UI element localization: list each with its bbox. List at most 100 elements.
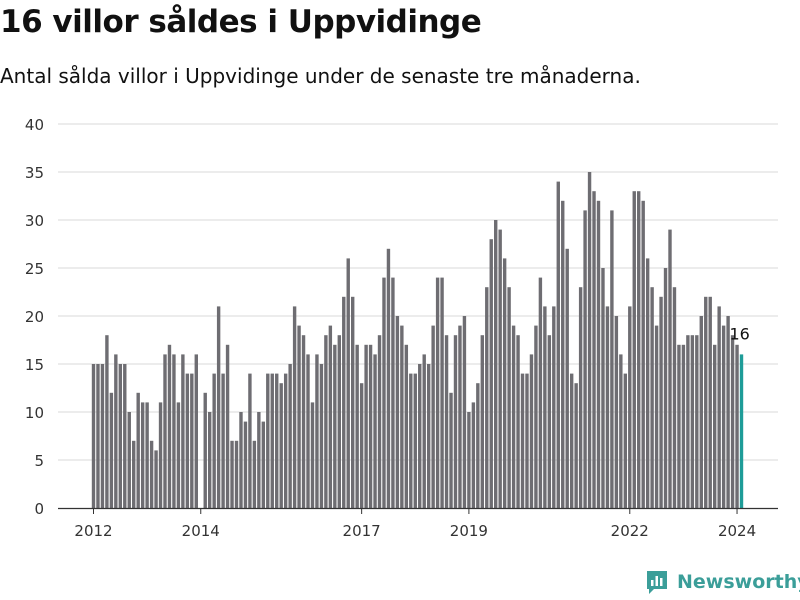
bar [127, 412, 131, 508]
bar [359, 383, 364, 508]
bar [176, 402, 181, 508]
brand-name: Newsworthy [677, 571, 800, 593]
bar [96, 364, 100, 508]
bar [628, 306, 632, 508]
bar [297, 325, 301, 508]
bar [435, 277, 440, 508]
bar [458, 325, 462, 508]
bar [583, 210, 587, 508]
bar [525, 373, 529, 508]
bar [426, 364, 431, 508]
bar [614, 316, 619, 508]
bar [543, 306, 547, 508]
bar [216, 306, 221, 508]
bar [498, 229, 502, 508]
bar [114, 354, 118, 508]
y-tick-label: 15 [25, 356, 44, 374]
bar [516, 335, 520, 508]
bar [650, 287, 654, 508]
bar [109, 392, 114, 508]
bar [413, 373, 417, 508]
bar [288, 364, 292, 508]
y-tick-label: 40 [25, 116, 44, 134]
newsworthy-logo-icon [647, 571, 667, 594]
bar [395, 316, 400, 508]
value-annotation: 16 [730, 324, 750, 343]
bar [243, 421, 248, 508]
bar [587, 172, 592, 508]
bar [158, 402, 163, 508]
bar [355, 344, 359, 508]
bar [292, 306, 297, 508]
bar [467, 412, 471, 508]
bar [91, 364, 96, 508]
bar [704, 296, 708, 508]
bar [409, 373, 413, 508]
bar [261, 421, 266, 508]
bar [328, 325, 333, 508]
y-tick-label: 20 [25, 308, 44, 326]
bar [172, 354, 176, 508]
bar [301, 335, 306, 508]
bar [368, 344, 373, 508]
bar [534, 325, 538, 508]
bar [207, 412, 212, 508]
bar [310, 402, 315, 508]
bar [225, 344, 230, 508]
bar [494, 220, 498, 508]
bar [239, 412, 243, 508]
bar [337, 335, 341, 508]
bar [632, 191, 636, 508]
bar [306, 354, 310, 508]
bar [382, 277, 386, 508]
bar [351, 296, 355, 508]
y-tick-label: 0 [34, 500, 44, 518]
bar [319, 364, 324, 508]
bar [118, 364, 123, 508]
bar [400, 325, 404, 508]
x-tick-label: 2022 [611, 522, 649, 540]
bar [279, 383, 283, 508]
x-tick-label: 2024 [718, 522, 756, 540]
bar [149, 440, 154, 508]
bar [105, 335, 109, 508]
bar [578, 287, 583, 508]
bar [610, 210, 614, 508]
bar [252, 440, 257, 508]
x-tick-label: 2017 [343, 522, 381, 540]
bar [333, 344, 337, 508]
x-tick-label: 2012 [74, 522, 112, 540]
bar [721, 325, 726, 508]
bar [489, 239, 493, 508]
bar [690, 335, 695, 508]
bar [695, 335, 699, 508]
bar [637, 191, 641, 508]
bar [511, 325, 516, 508]
bar [663, 268, 668, 508]
x-tick-label: 2014 [182, 522, 220, 540]
chart-title: 16 villor såldes i Uppvidinge [0, 4, 482, 40]
bar [726, 316, 730, 508]
bar [672, 287, 677, 508]
bar [485, 287, 489, 508]
bar [346, 258, 350, 508]
bar [221, 373, 225, 508]
bar [431, 325, 435, 508]
bar [190, 373, 194, 508]
bar [462, 316, 467, 508]
y-tick-label: 10 [25, 404, 44, 422]
bar [136, 392, 140, 508]
x-tick-label: 2019 [450, 522, 488, 540]
bar [659, 296, 663, 508]
bar [422, 354, 426, 508]
bar [140, 402, 145, 508]
bar [248, 373, 252, 508]
bar [712, 344, 717, 508]
bar [453, 335, 458, 508]
bar [449, 392, 453, 508]
bar [601, 268, 605, 508]
bar [619, 354, 623, 508]
bar [440, 277, 444, 508]
bar [681, 344, 686, 508]
bar [561, 200, 565, 509]
